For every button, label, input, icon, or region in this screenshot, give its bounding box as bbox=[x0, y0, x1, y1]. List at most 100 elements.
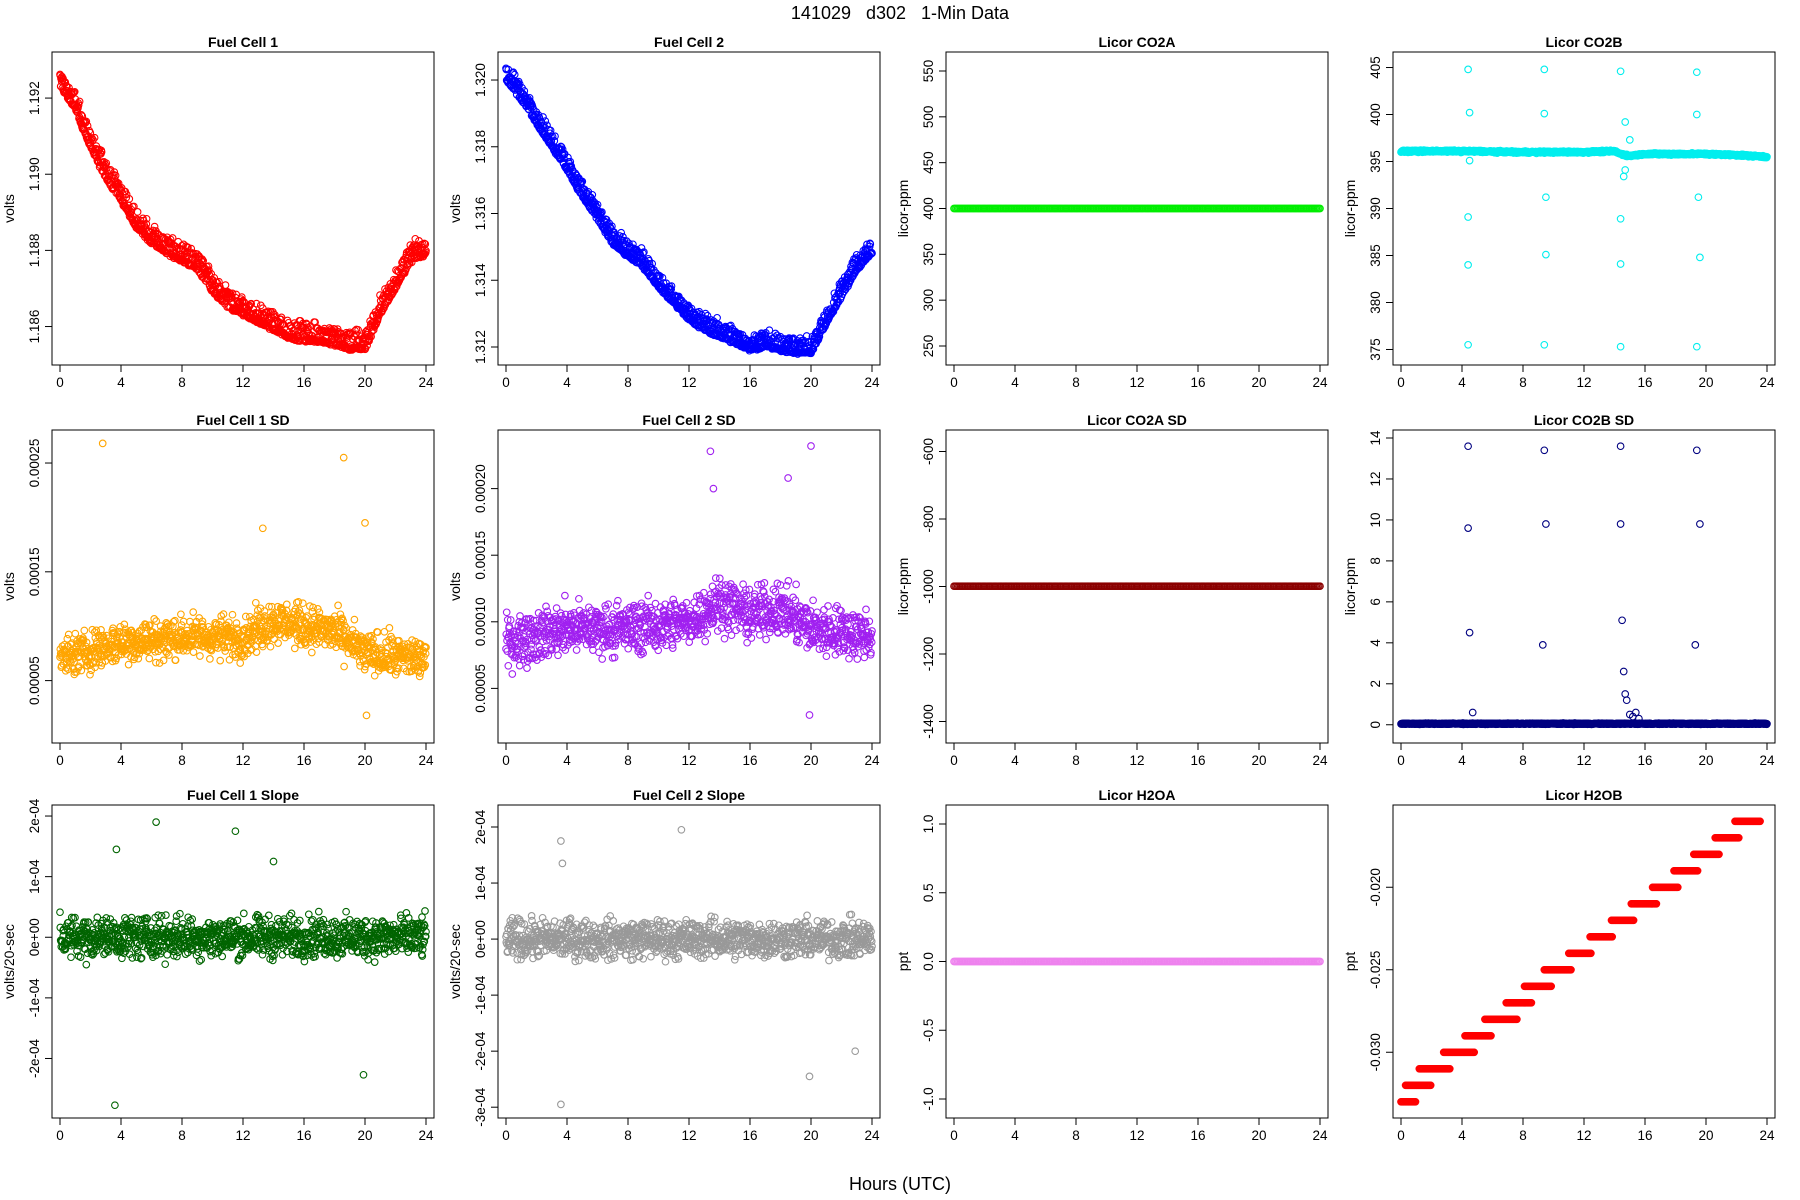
data-point bbox=[346, 330, 355, 339]
data-point bbox=[177, 610, 185, 619]
data-points bbox=[56, 439, 430, 720]
data-point bbox=[1464, 261, 1472, 269]
data-point bbox=[206, 655, 214, 663]
data-point bbox=[90, 133, 99, 142]
data-point bbox=[515, 661, 524, 670]
data-point bbox=[1696, 253, 1704, 262]
y-tick-label: 395 bbox=[1368, 150, 1383, 173]
x-tick-label: 16 bbox=[742, 375, 757, 390]
data-point bbox=[1464, 65, 1472, 74]
data-point bbox=[1465, 108, 1474, 117]
data-point bbox=[350, 615, 359, 624]
data-point bbox=[1464, 340, 1472, 349]
y-tick-label: 0.00005 bbox=[27, 656, 42, 705]
data-point bbox=[339, 453, 348, 462]
data-point bbox=[504, 661, 513, 670]
data-point bbox=[1625, 136, 1634, 144]
data-point bbox=[189, 608, 198, 616]
data-point bbox=[1616, 67, 1625, 76]
x-tick-label: 4 bbox=[117, 375, 125, 390]
y-axis-label: volts bbox=[447, 194, 463, 223]
data-points bbox=[502, 442, 876, 719]
data-point bbox=[153, 229, 162, 238]
data-point bbox=[89, 136, 97, 144]
data-points bbox=[1397, 65, 1771, 351]
x-axis: 0 4 8 12 16 20 24 bbox=[56, 364, 434, 390]
x-tick-label: 4 bbox=[117, 753, 125, 768]
data-point bbox=[352, 330, 360, 339]
data-points bbox=[502, 64, 876, 358]
x-tick-label: 12 bbox=[1129, 375, 1144, 390]
y-tick-label: 500 bbox=[921, 106, 936, 129]
y-tick-label: 405 bbox=[1368, 56, 1383, 79]
panel-title: Licor CO2A bbox=[1098, 34, 1175, 50]
data-point bbox=[133, 208, 142, 216]
data-point bbox=[1616, 342, 1625, 351]
y-tick-label: 250 bbox=[921, 335, 936, 358]
x-axis: 0 4 8 12 16 20 24 bbox=[56, 742, 434, 768]
data-point bbox=[1540, 340, 1549, 349]
data-point bbox=[251, 598, 260, 607]
x-tick-label: 16 bbox=[296, 375, 311, 390]
data-point bbox=[1694, 193, 1703, 202]
x-tick-label: 20 bbox=[357, 375, 372, 390]
data-point bbox=[385, 624, 394, 632]
data-point bbox=[523, 664, 531, 672]
data-points bbox=[950, 204, 1324, 213]
y-tick-label: 0.00015 bbox=[27, 547, 42, 596]
data-point bbox=[1692, 110, 1701, 119]
x-tick-label: 12 bbox=[1576, 375, 1591, 390]
x-tick-label: 4 bbox=[1458, 375, 1466, 390]
data-point bbox=[189, 648, 198, 656]
data-point bbox=[1542, 193, 1550, 202]
x-tick-label: 8 bbox=[624, 375, 632, 390]
x-tick-label: 4 bbox=[1011, 375, 1019, 390]
data-point bbox=[86, 128, 95, 137]
y-tick-label: 1.190 bbox=[27, 157, 42, 191]
x-tick-label: 0 bbox=[56, 375, 64, 390]
y-tick-label: 550 bbox=[921, 60, 936, 83]
x-tick-label: 24 bbox=[418, 753, 434, 768]
data-point bbox=[1616, 260, 1625, 268]
data-point bbox=[70, 87, 79, 96]
x-tick-label: 8 bbox=[178, 753, 186, 768]
data-point bbox=[298, 319, 307, 328]
x-tick-label: 12 bbox=[235, 753, 250, 768]
data-point bbox=[227, 293, 236, 301]
data-point bbox=[80, 626, 89, 635]
panel-title: Fuel Cell 1 SD bbox=[196, 412, 289, 428]
data-point bbox=[266, 642, 275, 651]
data-point bbox=[1619, 172, 1628, 181]
data-point bbox=[340, 662, 348, 671]
data-point bbox=[204, 262, 213, 271]
x-tick-label: 16 bbox=[296, 753, 311, 768]
y-tick-label: 300 bbox=[921, 289, 936, 312]
data-point bbox=[142, 214, 151, 223]
x-tick-label: 4 bbox=[563, 375, 571, 390]
y-tick-label: 380 bbox=[1368, 291, 1383, 314]
data-point bbox=[142, 220, 151, 228]
x-tick-label: 12 bbox=[235, 375, 250, 390]
data-point bbox=[71, 629, 80, 638]
x-tick-label: 0 bbox=[950, 375, 958, 390]
x-tick-label: 8 bbox=[1519, 375, 1527, 390]
x-axis: 0 4 8 12 16 20 24 bbox=[950, 364, 1328, 390]
data-point bbox=[97, 148, 106, 156]
data-point bbox=[64, 630, 73, 639]
y-tick-label: 400 bbox=[1368, 103, 1383, 126]
panel-title: Fuel Cell 1 bbox=[208, 34, 278, 50]
data-points bbox=[56, 70, 430, 354]
data-point bbox=[187, 244, 196, 253]
x-tick-label: 24 bbox=[864, 375, 880, 390]
data-point bbox=[74, 101, 83, 109]
x-tick-label: 20 bbox=[803, 375, 818, 390]
y-tick-label: 385 bbox=[1368, 244, 1383, 267]
